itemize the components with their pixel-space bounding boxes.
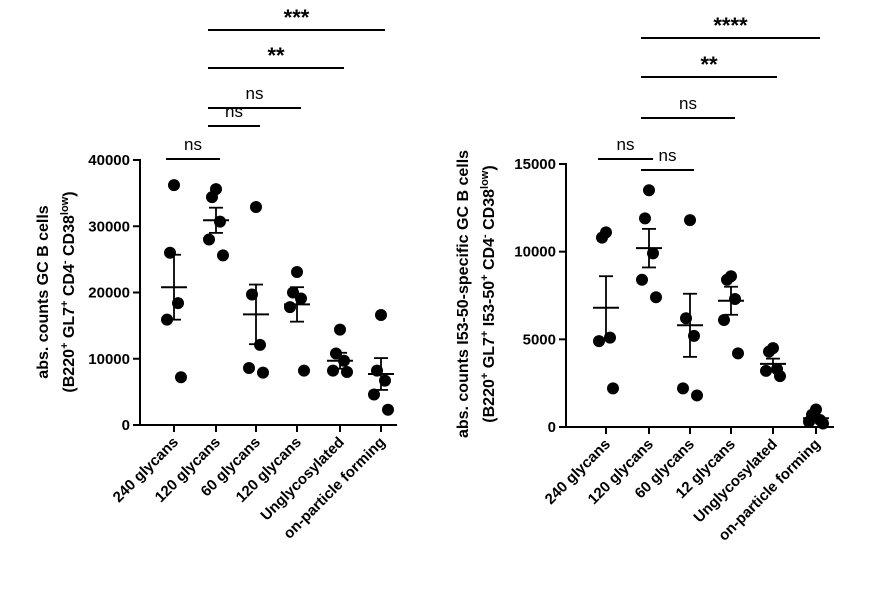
data-point — [729, 293, 741, 306]
data-point — [636, 273, 648, 286]
data-point — [368, 388, 380, 401]
y-tick-label: 20000 — [88, 285, 130, 302]
data-point — [688, 329, 700, 342]
data-point — [760, 364, 772, 377]
data-point — [172, 297, 184, 310]
data-point — [607, 382, 619, 395]
data-point — [684, 214, 696, 227]
data-point — [257, 366, 269, 379]
panel-left: abs. counts GC B cells (B220+ GL7+ CD4- … — [35, 5, 397, 542]
data-point — [382, 403, 394, 416]
data-point — [817, 417, 829, 430]
data-point — [379, 374, 391, 387]
data-point — [175, 371, 187, 384]
significance-label: ** — [700, 52, 718, 77]
data-point — [375, 309, 387, 322]
data-point — [334, 323, 346, 336]
data-point — [284, 301, 296, 314]
data-point — [643, 184, 655, 197]
significance-label: ns — [184, 135, 202, 154]
y-tick-label: 0 — [548, 419, 556, 436]
y-axis-label-line1: abs. counts I53-50-specific GC B cells — [455, 150, 472, 438]
y-axis-label-line1: abs. counts GC B cells — [35, 205, 52, 378]
data-point — [677, 382, 689, 395]
data-point — [721, 273, 733, 286]
y-tick-label: 40000 — [88, 152, 130, 169]
significance-label: ns — [679, 94, 697, 113]
data-point — [774, 370, 786, 383]
data-point — [647, 247, 659, 260]
significance-label: ** — [267, 43, 285, 68]
y-tick-label: 10000 — [514, 244, 556, 261]
data-point — [168, 179, 180, 192]
y-tick-label: 15000 — [514, 156, 556, 173]
significance-label: **** — [713, 13, 748, 38]
data-point — [298, 364, 310, 377]
data-point — [214, 215, 226, 228]
data-point — [295, 292, 307, 305]
significance-label: ns — [246, 84, 264, 103]
y-axis-label-line2: (B220+ GL7+ CD4- CD38low) — [59, 191, 78, 392]
data-point — [327, 364, 339, 377]
significance-label: *** — [284, 5, 310, 30]
y-tick-label: 5000 — [523, 331, 556, 348]
significance-label: ns — [225, 102, 243, 121]
data-point — [250, 201, 262, 214]
data-point — [763, 345, 775, 358]
significance-label: ns — [659, 146, 677, 165]
data-point — [206, 191, 218, 204]
data-point — [718, 314, 730, 327]
data-point — [650, 291, 662, 304]
data-point — [203, 233, 215, 246]
y-tick-label: 0 — [122, 417, 130, 434]
data-point — [680, 312, 692, 325]
data-point — [291, 265, 303, 278]
data-point — [164, 246, 176, 259]
data-point — [691, 389, 703, 402]
data-point — [243, 362, 255, 375]
data-point — [604, 331, 616, 344]
data-point — [596, 231, 608, 244]
data-point — [593, 335, 605, 348]
data-point — [217, 249, 229, 262]
data-point — [246, 288, 258, 301]
y-tick-label: 10000 — [88, 351, 130, 368]
data-point — [732, 347, 744, 360]
panel-right: abs. counts I53-50-specific GC B cells (… — [455, 13, 834, 544]
data-point — [639, 212, 651, 225]
y-tick-label: 30000 — [88, 218, 130, 235]
significance-label: ns — [617, 135, 635, 154]
y-axis-label-line2: (B220+ GL7+ I53-50+ CD4- CD38low) — [479, 165, 498, 422]
